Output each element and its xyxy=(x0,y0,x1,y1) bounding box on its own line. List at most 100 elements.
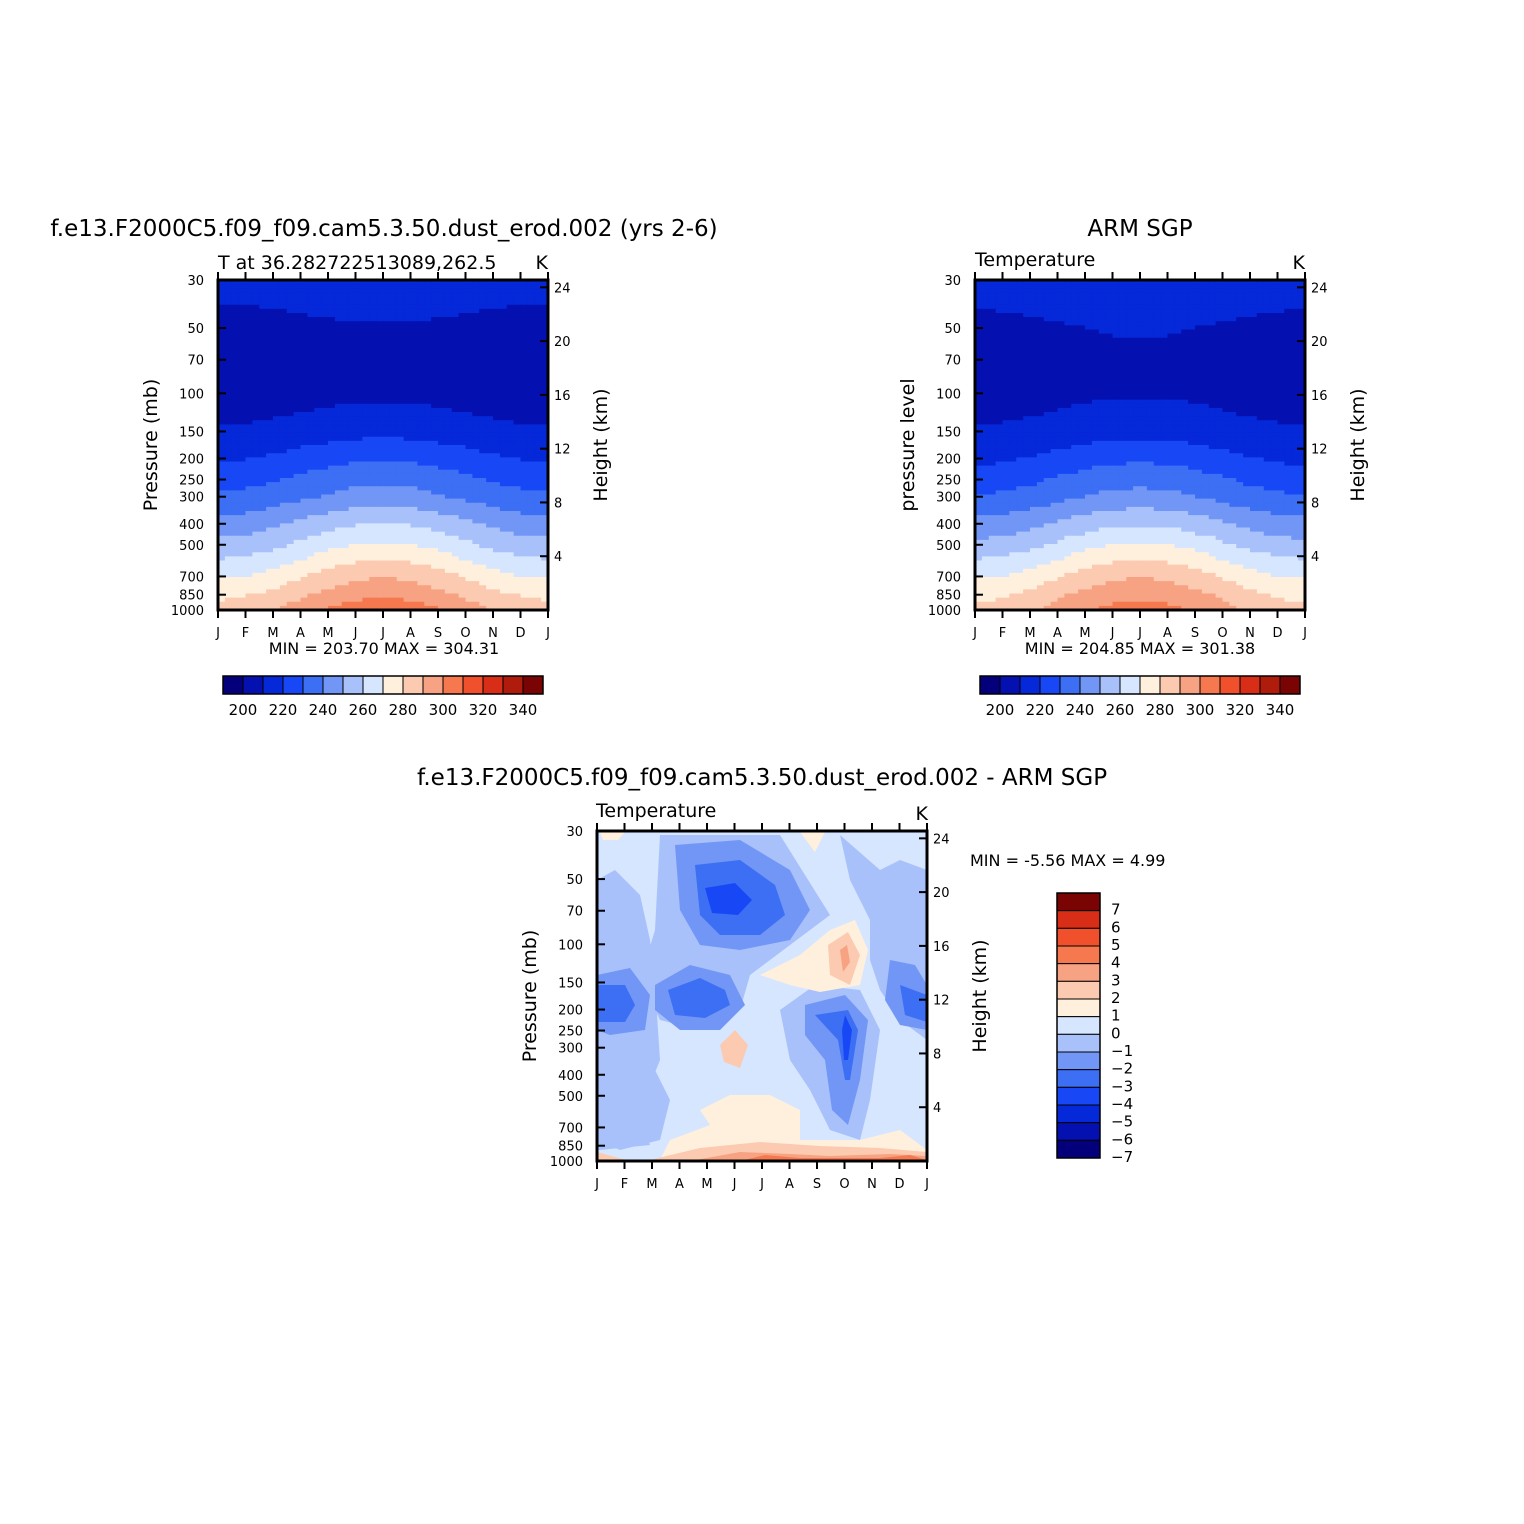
field-cell xyxy=(1133,366,1141,372)
field-cell xyxy=(245,527,253,533)
field-cell xyxy=(465,490,473,496)
field-cell xyxy=(321,515,329,520)
field-cell xyxy=(259,502,267,508)
field-cell xyxy=(527,605,535,611)
field-cell xyxy=(520,280,528,285)
field-cell xyxy=(334,313,343,318)
field-cell xyxy=(224,313,233,318)
field-cell xyxy=(293,292,302,298)
field-cell xyxy=(451,317,460,322)
field-cell xyxy=(279,313,288,318)
field-cell xyxy=(1195,321,1203,326)
field-cell xyxy=(520,482,528,487)
field-cell xyxy=(376,362,384,368)
field-cell xyxy=(438,511,446,516)
field-cell xyxy=(328,511,336,516)
field-cell xyxy=(499,564,508,570)
field-cell xyxy=(458,572,467,578)
field-cell xyxy=(1064,288,1072,293)
field-cell xyxy=(520,292,528,298)
field-cell xyxy=(1112,346,1120,351)
field-cell xyxy=(1112,350,1120,355)
field-cell xyxy=(520,473,528,479)
field-cell xyxy=(314,280,322,285)
field-cell xyxy=(1140,325,1148,331)
field-cell xyxy=(389,383,398,388)
field-cell xyxy=(321,473,329,479)
field-cell xyxy=(479,581,487,586)
field-cell xyxy=(314,383,322,388)
field-cell xyxy=(410,288,418,293)
field-cell xyxy=(1085,308,1093,314)
field-cell xyxy=(279,527,288,533)
field-cell xyxy=(307,486,315,491)
field-cell xyxy=(293,564,302,570)
field-cell xyxy=(224,539,233,545)
field-cell xyxy=(314,432,322,438)
field-cell xyxy=(1188,333,1196,339)
field-cell xyxy=(410,486,418,491)
field-cell xyxy=(472,370,480,376)
field-cell xyxy=(300,383,308,388)
field-cell xyxy=(486,560,494,566)
field-cell xyxy=(286,337,295,343)
field-cell xyxy=(396,296,405,302)
field-cell xyxy=(218,329,226,335)
field-cell xyxy=(231,296,240,302)
field-cell xyxy=(520,605,528,611)
field-cell xyxy=(417,519,425,524)
field-cell xyxy=(259,350,267,355)
field-cell xyxy=(527,511,535,516)
field-cell xyxy=(981,337,990,343)
field-cell xyxy=(279,498,288,504)
field-cell xyxy=(499,313,508,318)
field-cell xyxy=(520,449,528,454)
field-cell xyxy=(472,416,480,421)
field-cell xyxy=(266,531,274,537)
field-cell xyxy=(362,506,370,512)
field-cell xyxy=(238,317,247,322)
field-cell xyxy=(293,350,302,355)
field-cell xyxy=(231,572,240,578)
field-cell xyxy=(341,552,350,557)
field-cell xyxy=(451,568,460,574)
field-cell xyxy=(314,395,322,401)
field-cell xyxy=(1064,308,1072,314)
field-cell xyxy=(1160,350,1169,355)
field-cell xyxy=(341,560,350,566)
field-cell xyxy=(328,469,336,475)
field-cell xyxy=(286,432,295,438)
field-cell xyxy=(1016,362,1024,368)
field-cell xyxy=(266,593,274,599)
field-cell xyxy=(465,280,473,285)
field-cell xyxy=(444,358,453,364)
field-cell xyxy=(300,515,308,520)
field-cell xyxy=(1160,341,1169,347)
field-cell xyxy=(266,379,274,384)
field-cell xyxy=(534,601,542,607)
field-cell xyxy=(1085,366,1093,372)
field-cell xyxy=(1291,321,1299,326)
field-cell xyxy=(417,436,425,442)
field-cell xyxy=(1263,308,1272,314)
field-cell xyxy=(273,412,281,417)
field-cell xyxy=(1119,296,1127,302)
field-cell xyxy=(486,362,494,368)
field-cell xyxy=(513,461,522,467)
field-cell xyxy=(238,469,247,475)
field-cell xyxy=(369,560,377,566)
field-cell xyxy=(465,412,473,417)
field-cell xyxy=(458,564,467,570)
field-cell xyxy=(355,440,363,446)
field-cell xyxy=(410,333,418,339)
field-cell xyxy=(1009,358,1017,364)
field-cell xyxy=(465,337,473,343)
field-cell xyxy=(1160,325,1169,331)
field-cell xyxy=(1002,288,1010,293)
field-cell xyxy=(417,498,425,504)
field-cell xyxy=(499,461,508,467)
field-cell xyxy=(1284,304,1292,310)
field-cell xyxy=(1188,325,1196,331)
field-cell xyxy=(224,523,233,529)
field-cell xyxy=(1023,308,1031,314)
